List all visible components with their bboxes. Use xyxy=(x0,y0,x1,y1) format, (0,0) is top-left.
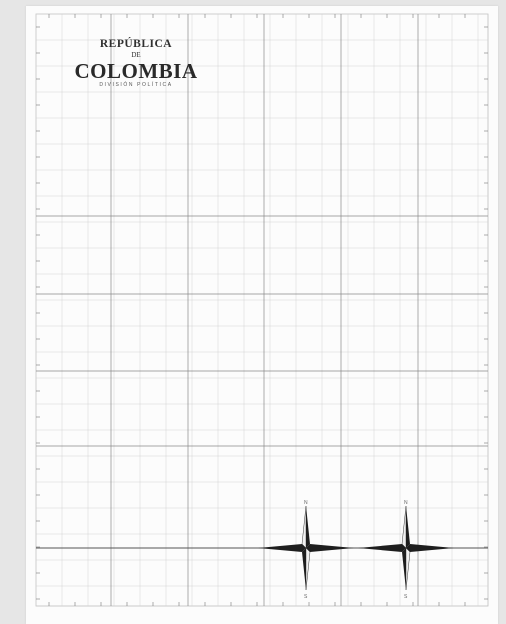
coordinate-grid xyxy=(35,13,489,607)
compass-roses: N S N S xyxy=(258,500,454,600)
compass-south-label: S xyxy=(404,594,408,600)
compass-north-label: N xyxy=(304,500,308,506)
map-title-block: REPÚBLICA DE COLOMBIA DIVISIÓN POLÍTICA xyxy=(56,38,216,89)
compass-south-label: S xyxy=(304,594,308,600)
title-de: DE xyxy=(131,51,141,59)
compass-rose-east: N S xyxy=(358,500,454,600)
map-subtitle: DIVISIÓN POLÍTICA xyxy=(99,82,173,88)
title-colombia: COLOMBIA xyxy=(74,59,198,83)
compass-rose-west: N S xyxy=(258,500,354,600)
compass-north-label: N xyxy=(404,500,408,506)
map-sheet: REPÚBLICA DE COLOMBIA DIVISIÓN POLÍTICA … xyxy=(26,6,498,624)
title-republica: REPÚBLICA xyxy=(99,38,173,50)
